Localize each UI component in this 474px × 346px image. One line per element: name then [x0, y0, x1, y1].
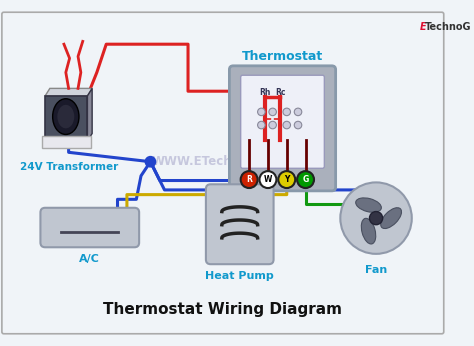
- Text: 24V Transformer: 24V Transformer: [19, 162, 118, 172]
- Circle shape: [297, 171, 314, 188]
- Text: W: W: [264, 175, 272, 184]
- Circle shape: [259, 171, 276, 188]
- Circle shape: [241, 171, 257, 188]
- FancyBboxPatch shape: [206, 184, 273, 264]
- Circle shape: [257, 121, 265, 129]
- Text: Heat Pump: Heat Pump: [205, 271, 274, 281]
- Circle shape: [369, 211, 383, 225]
- FancyBboxPatch shape: [241, 75, 324, 168]
- Circle shape: [283, 108, 291, 116]
- FancyBboxPatch shape: [45, 96, 87, 141]
- Ellipse shape: [361, 218, 376, 244]
- Ellipse shape: [57, 105, 74, 128]
- Text: E: E: [419, 22, 426, 31]
- Circle shape: [340, 182, 412, 254]
- FancyBboxPatch shape: [229, 66, 336, 191]
- Polygon shape: [45, 88, 92, 96]
- Circle shape: [269, 108, 276, 116]
- Text: Thermostat: Thermostat: [241, 50, 323, 63]
- Text: A/C: A/C: [79, 254, 100, 264]
- Circle shape: [294, 121, 302, 129]
- Circle shape: [269, 121, 276, 129]
- FancyBboxPatch shape: [42, 136, 91, 148]
- Text: G: G: [302, 175, 309, 184]
- FancyBboxPatch shape: [2, 12, 444, 334]
- Ellipse shape: [53, 99, 79, 135]
- Text: Rh: Rh: [259, 88, 271, 97]
- Circle shape: [294, 108, 302, 116]
- Text: TechnoG: TechnoG: [425, 22, 472, 31]
- FancyBboxPatch shape: [40, 208, 139, 247]
- Circle shape: [257, 108, 265, 116]
- Text: Y: Y: [284, 175, 290, 184]
- Polygon shape: [87, 88, 92, 141]
- Circle shape: [145, 156, 155, 167]
- Text: Fan: Fan: [365, 265, 387, 275]
- Text: Rc: Rc: [275, 88, 285, 97]
- Circle shape: [283, 121, 291, 129]
- Text: R: R: [246, 175, 252, 184]
- Text: Thermostat Wiring Diagram: Thermostat Wiring Diagram: [103, 302, 342, 317]
- Ellipse shape: [356, 198, 382, 212]
- Text: WWW.ETechnoG.COM: WWW.ETechnoG.COM: [152, 155, 294, 168]
- Ellipse shape: [381, 208, 401, 228]
- Circle shape: [278, 171, 295, 188]
